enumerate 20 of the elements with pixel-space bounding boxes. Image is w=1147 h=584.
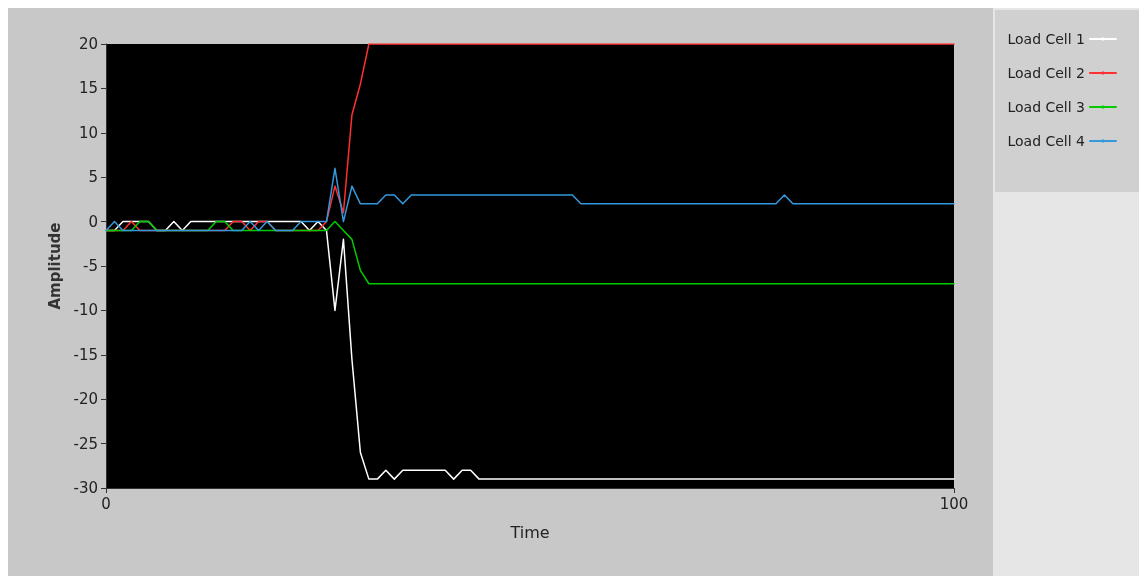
y-tick-label: -20 (73, 390, 98, 409)
y-axis-title: Amplitude (46, 222, 65, 310)
y-tick-label: -30 (73, 479, 98, 497)
y-tick-label: 10 (78, 123, 98, 142)
line-series (105, 167, 955, 232)
y-tick-label: -5 (83, 257, 98, 275)
y-tick-label: 0 (88, 212, 98, 231)
line-series (105, 220, 955, 285)
legend-label: Load Cell 1 (1007, 31, 1085, 47)
y-tick-label: -15 (73, 345, 98, 364)
x-tick-label: 100 (939, 494, 969, 513)
y-tick-label: 20 (78, 35, 98, 53)
legend-label: Load Cell 3 (1007, 99, 1085, 115)
legend-label: Load Cell 4 (1007, 133, 1086, 149)
y-tick-label: 5 (88, 168, 98, 187)
y-tick-label: 15 (78, 79, 98, 98)
y-tick-label: -25 (73, 434, 98, 453)
x-axis-title: Time (509, 522, 550, 542)
legend-label: Load Cell 2 (1007, 65, 1085, 81)
y-tick-label: -10 (73, 301, 98, 320)
